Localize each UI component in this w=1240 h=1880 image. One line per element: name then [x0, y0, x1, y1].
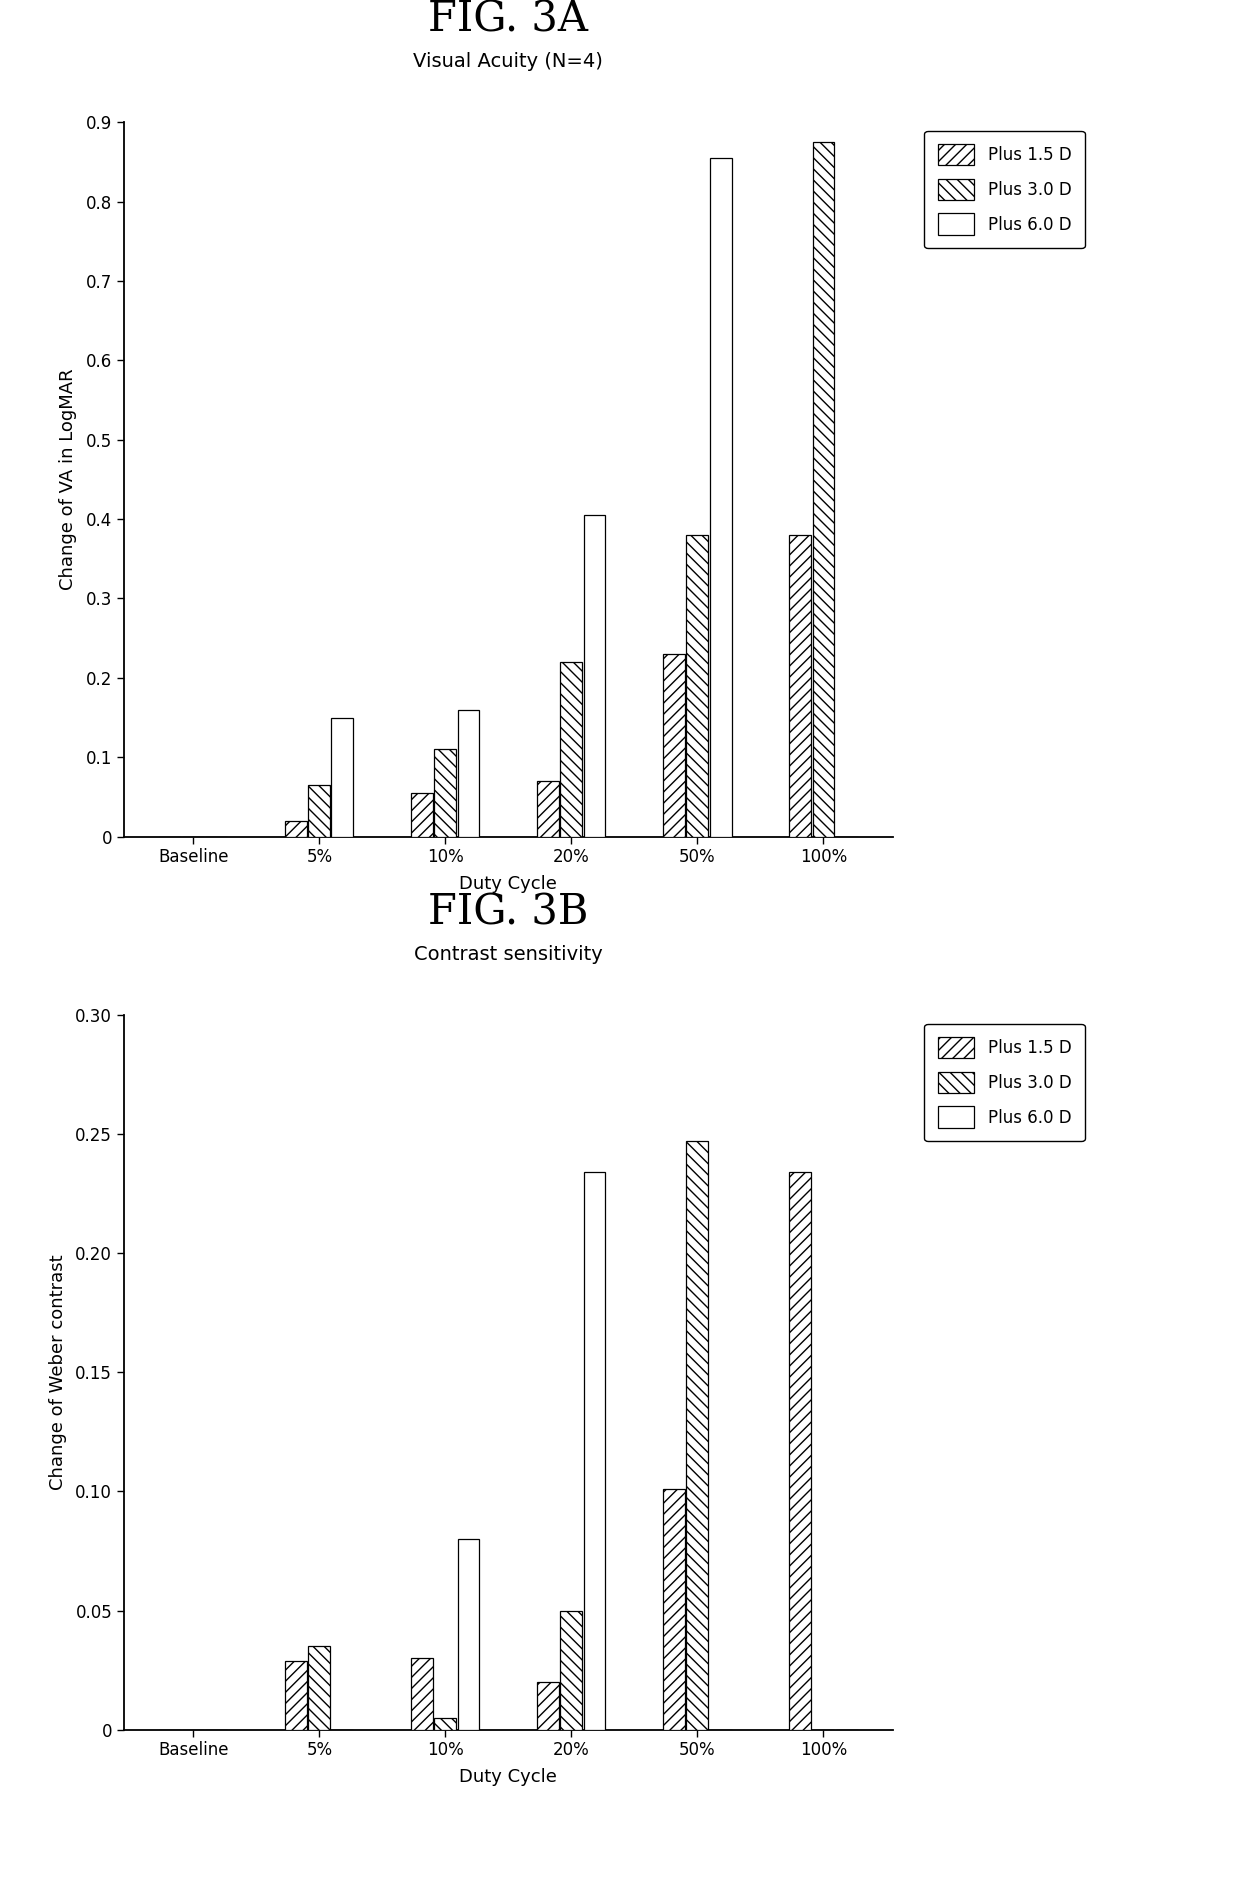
Bar — [309, 786, 330, 837]
Title: Contrast sensitivity: Contrast sensitivity — [414, 944, 603, 964]
Bar — [687, 536, 708, 837]
Bar — [537, 1683, 559, 1730]
Legend: Plus 1.5 D, Plus 3.0 D, Plus 6.0 D: Plus 1.5 D, Plus 3.0 D, Plus 6.0 D — [924, 130, 1085, 248]
Legend: Plus 1.5 D, Plus 3.0 D, Plus 6.0 D: Plus 1.5 D, Plus 3.0 D, Plus 6.0 D — [924, 1023, 1085, 1141]
Bar — [458, 1540, 480, 1730]
Title: Visual Acuity (N=4): Visual Acuity (N=4) — [413, 51, 604, 71]
Bar — [663, 1489, 686, 1730]
Bar — [687, 1141, 708, 1730]
Bar — [584, 1173, 605, 1730]
Bar — [790, 1173, 811, 1730]
Bar — [663, 654, 686, 837]
Bar — [790, 536, 811, 837]
X-axis label: Duty Cycle: Duty Cycle — [460, 874, 557, 893]
Bar — [458, 709, 480, 837]
Text: FIG. 3A: FIG. 3A — [428, 0, 589, 39]
Y-axis label: Change of Weber contrast: Change of Weber contrast — [50, 1254, 67, 1491]
Bar — [331, 718, 353, 837]
Bar — [285, 1660, 308, 1730]
Bar — [584, 515, 605, 837]
Bar — [412, 1658, 433, 1730]
Bar — [434, 1718, 456, 1730]
Bar — [412, 793, 433, 837]
X-axis label: Duty Cycle: Duty Cycle — [460, 1767, 557, 1786]
Bar — [812, 143, 835, 837]
Y-axis label: Change of VA in LogMAR: Change of VA in LogMAR — [60, 368, 77, 590]
Bar — [309, 1647, 330, 1730]
Bar — [709, 158, 732, 837]
Text: FIG. 3B: FIG. 3B — [428, 891, 589, 932]
Bar — [537, 780, 559, 837]
Bar — [560, 1611, 583, 1730]
Bar — [285, 822, 308, 837]
Bar — [560, 662, 583, 837]
Bar — [434, 750, 456, 837]
